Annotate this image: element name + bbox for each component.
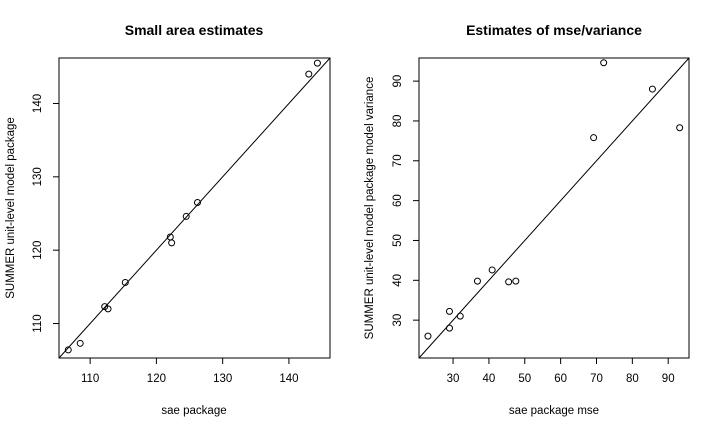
data-point: [424, 332, 432, 340]
y-tick-label: 70: [392, 154, 404, 167]
data-point: [64, 346, 72, 354]
panel-estimates-of-mse-variance: Estimates of mse/variance sae package ms…: [364, 22, 690, 417]
x-tick-label: 130: [213, 373, 232, 385]
identity-line: [418, 57, 690, 359]
chart-title: Estimates of mse/variance: [466, 22, 642, 38]
x-axis-label: sae package: [161, 405, 226, 417]
y-tick-label: 130: [32, 167, 44, 186]
data-point: [445, 324, 453, 332]
data-point: [121, 278, 129, 286]
data-point: [648, 85, 656, 93]
data-point: [305, 70, 313, 78]
data-point: [600, 59, 608, 67]
y-tick-label: 110: [32, 314, 44, 332]
identity-line: [58, 57, 331, 359]
x-tick-label: 80: [626, 373, 639, 385]
data-point: [193, 198, 201, 206]
x-axis-label: sae package mse: [509, 405, 599, 417]
x-tick-label: 50: [518, 373, 531, 385]
x-tick-label: 40: [483, 373, 496, 385]
data-point: [104, 305, 112, 313]
y-tick-label: 80: [392, 115, 404, 128]
data-point: [76, 339, 84, 347]
y-tick-label: 40: [392, 274, 404, 287]
chart-title: Small area estimates: [125, 22, 264, 38]
x-tick-label: 30: [447, 373, 460, 385]
x-tick-label: 140: [279, 373, 298, 385]
x-tick-label: 90: [662, 373, 675, 385]
y-axis-label: SUMMER unit-level model package: [5, 117, 17, 299]
data-point: [313, 59, 321, 67]
data-point: [676, 124, 684, 132]
data-point: [512, 277, 520, 285]
y-tick-label: 90: [392, 75, 404, 88]
y-tick-label: 140: [32, 94, 44, 113]
data-point: [445, 307, 453, 315]
x-tick-label: 70: [590, 373, 603, 385]
y-axis-label: SUMMER unit-level model package model va…: [364, 77, 376, 340]
x-tick-label: 110: [81, 373, 99, 385]
data-point: [182, 212, 190, 220]
y-tick-label: 60: [392, 194, 404, 207]
data-point: [505, 278, 513, 286]
data-point: [473, 277, 481, 285]
y-tick-label: 30: [392, 314, 404, 327]
x-tick-label: 120: [147, 373, 166, 385]
data-point: [168, 239, 176, 247]
data-point: [590, 134, 598, 142]
panel-small-area-estimates: Small area estimates sae package SUMMER …: [5, 22, 331, 417]
plot-frame: [58, 57, 331, 359]
y-tick-label: 50: [392, 234, 404, 247]
x-tick-label: 60: [554, 373, 567, 385]
plot-frame: [418, 57, 690, 359]
data-point: [456, 312, 464, 320]
data-point: [488, 266, 496, 274]
y-tick-label: 120: [32, 241, 44, 260]
